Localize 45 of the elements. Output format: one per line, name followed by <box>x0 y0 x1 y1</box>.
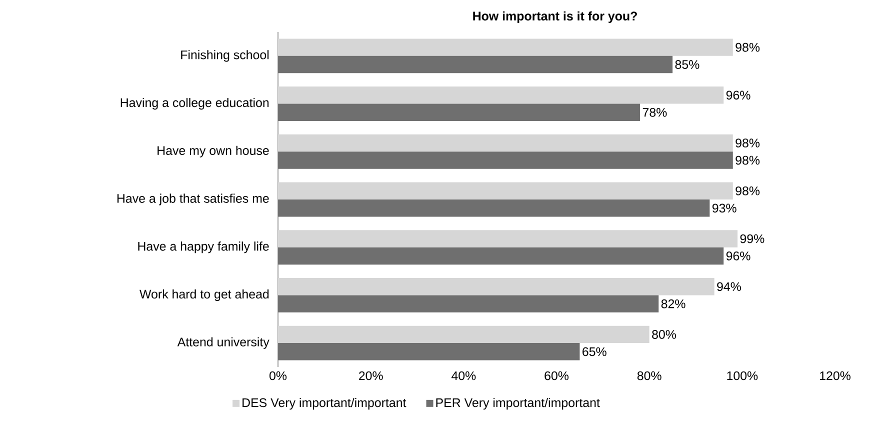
data-label: 99% <box>740 234 764 244</box>
data-label: 85% <box>675 60 700 69</box>
x-tick-label: 20% <box>359 371 383 380</box>
bar <box>278 343 580 360</box>
legend-label: DES Very important/important <box>242 398 406 410</box>
y-tick-label: Attend university <box>177 337 270 349</box>
data-label: 98% <box>736 42 760 52</box>
data-label: 96% <box>726 90 750 100</box>
y-tick-label: Work hard to get ahead <box>140 289 269 301</box>
y-tick-label: Having a college education <box>120 98 269 110</box>
bar <box>278 182 733 200</box>
data-label: 98% <box>736 138 760 148</box>
data-label: 65% <box>582 347 606 356</box>
x-tick-label: 120% <box>820 371 850 380</box>
data-label: 78% <box>642 108 667 117</box>
bar <box>278 38 733 56</box>
data-label: 96% <box>726 252 750 260</box>
bar <box>278 152 733 169</box>
bar <box>278 134 733 152</box>
data-label: 98% <box>736 156 760 165</box>
x-tick-label: 80% <box>637 371 662 380</box>
bar <box>278 104 640 122</box>
bar <box>278 230 738 248</box>
x-tick-label: 100% <box>727 371 758 380</box>
x-tick-label: 60% <box>544 371 569 380</box>
bar <box>278 278 714 296</box>
y-tick-label: Have a happy family life <box>138 242 269 254</box>
y-tick-label: Have a job that satisfies me <box>117 194 269 206</box>
bar <box>278 199 710 217</box>
chart-title: How important is it for you? <box>473 11 637 23</box>
legend-label: PER Very important/important <box>436 398 600 410</box>
y-tick-label: Finishing school <box>181 50 269 62</box>
data-label: 98% <box>736 186 760 196</box>
x-tick-label: 40% <box>451 371 476 380</box>
data-label: 94% <box>717 282 741 291</box>
bar <box>278 295 659 312</box>
data-label: 82% <box>661 299 686 308</box>
data-label: 80% <box>652 330 676 339</box>
bar <box>278 56 673 74</box>
y-tick-label: Have my own house <box>158 146 269 158</box>
bar <box>278 326 650 344</box>
x-tick-label: 0% <box>269 371 287 380</box>
bar <box>278 86 724 104</box>
data-label: 93% <box>712 204 736 213</box>
bar <box>278 247 724 265</box>
